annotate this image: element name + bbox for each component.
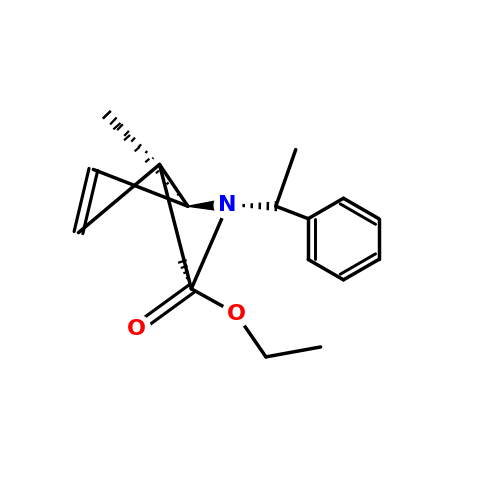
- Text: N: N: [218, 195, 237, 215]
- Polygon shape: [188, 199, 228, 211]
- Text: O: O: [226, 304, 246, 324]
- Circle shape: [222, 300, 250, 328]
- Circle shape: [122, 314, 150, 342]
- Text: O: O: [127, 318, 146, 338]
- Circle shape: [214, 192, 241, 218]
